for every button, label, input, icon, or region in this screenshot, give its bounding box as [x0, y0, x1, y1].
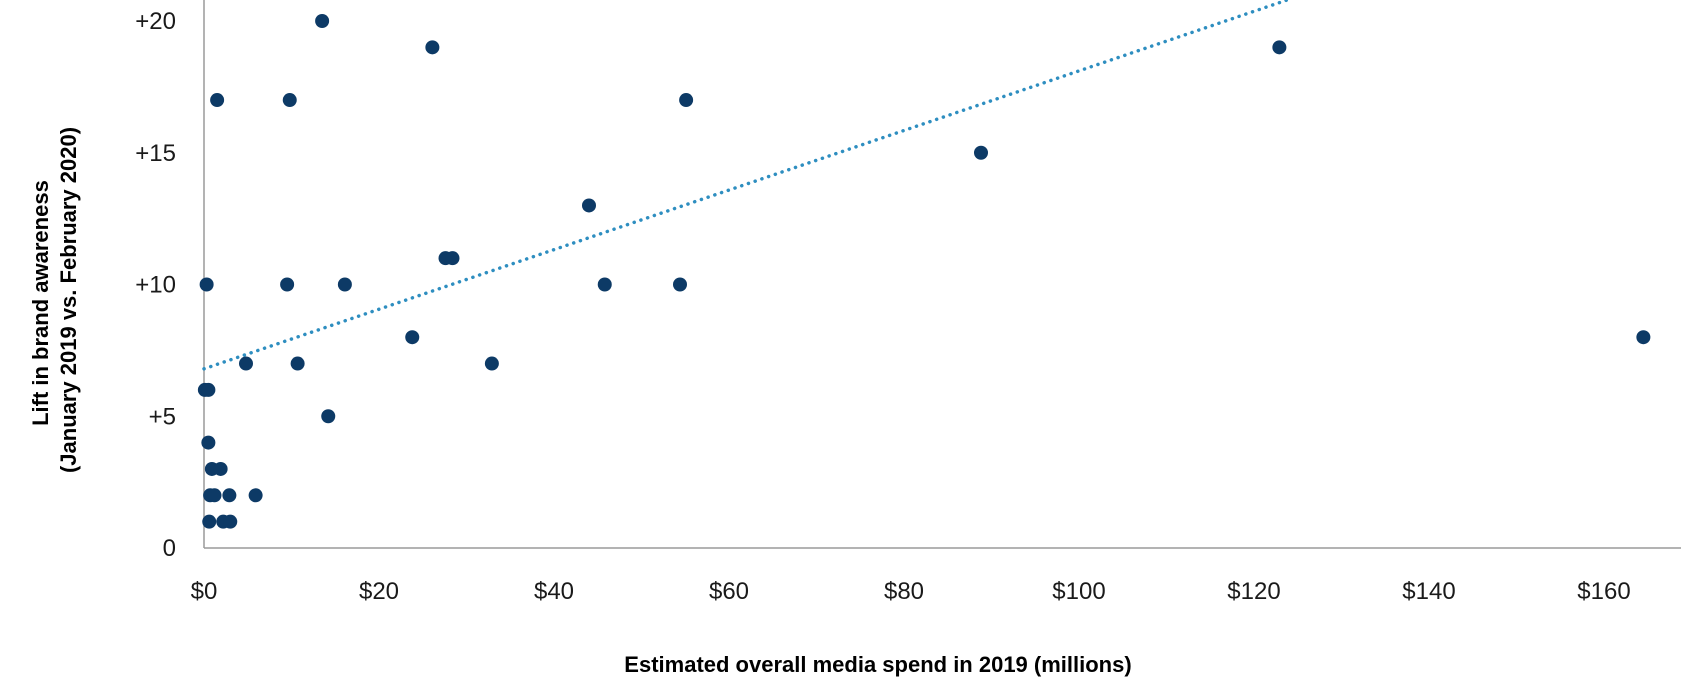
data-point: [405, 330, 420, 345]
x-tick-label: $40: [534, 578, 574, 605]
data-points: [197, 14, 1651, 529]
axes: [203, 0, 1681, 549]
data-point: [207, 488, 222, 503]
y-tick-label: +10: [135, 272, 176, 299]
data-point: [445, 251, 460, 266]
x-tick-label: $20: [359, 578, 399, 605]
x-tick-label: $140: [1402, 578, 1455, 605]
data-point: [597, 277, 612, 292]
data-point: [199, 277, 214, 292]
data-point: [210, 93, 225, 108]
data-point: [315, 14, 330, 28]
x-axis-title: Estimated overall media spend in 2019 (m…: [624, 652, 1131, 677]
data-point: [321, 409, 336, 424]
x-tick-label: $160: [1577, 578, 1630, 605]
data-point: [201, 435, 216, 450]
x-tick-label: $120: [1227, 578, 1280, 605]
x-tick-label: $100: [1052, 578, 1105, 605]
data-point: [337, 277, 352, 292]
data-point: [1636, 330, 1651, 345]
y-tick-labels: 0+5+10+15+20+25+30+35+40: [135, 8, 176, 562]
x-tick-labels: $0 $20 $40 $60 $80 $100 $120 $140 $160: [191, 578, 1631, 605]
data-point: [201, 382, 216, 397]
data-point: [679, 93, 694, 108]
data-point: [222, 488, 237, 503]
data-point: [202, 514, 217, 529]
y-axis-title: Lift in brand awareness (January 2019 vs…: [28, 127, 81, 473]
x-tick-label: $80: [884, 578, 924, 605]
data-point: [280, 277, 295, 292]
data-point: [484, 356, 499, 371]
data-point: [239, 356, 253, 371]
data-point: [425, 40, 440, 55]
data-point: [223, 514, 238, 529]
y-tick-label: +15: [135, 140, 176, 167]
y-axis-title-line-1: Lift in brand awareness: [28, 180, 53, 426]
y-tick-label: 0: [163, 535, 176, 562]
x-tick-label: $60: [709, 578, 749, 605]
data-point: [673, 277, 687, 292]
data-point: [974, 145, 988, 160]
y-axis-title-line-2: (January 2019 vs. February 2020): [56, 127, 81, 473]
x-tick-label: $0: [191, 578, 218, 605]
trendline-layer: [202, 0, 1293, 371]
data-point: [213, 461, 228, 476]
y-tick-label: +20: [135, 8, 176, 35]
data-point: [282, 93, 297, 108]
data-point: [1272, 40, 1287, 55]
data-point: [582, 198, 596, 213]
data-point: [248, 488, 263, 503]
y-tick-label: +5: [149, 403, 176, 430]
trendline: [202, 0, 1293, 371]
data-point: [290, 356, 305, 371]
